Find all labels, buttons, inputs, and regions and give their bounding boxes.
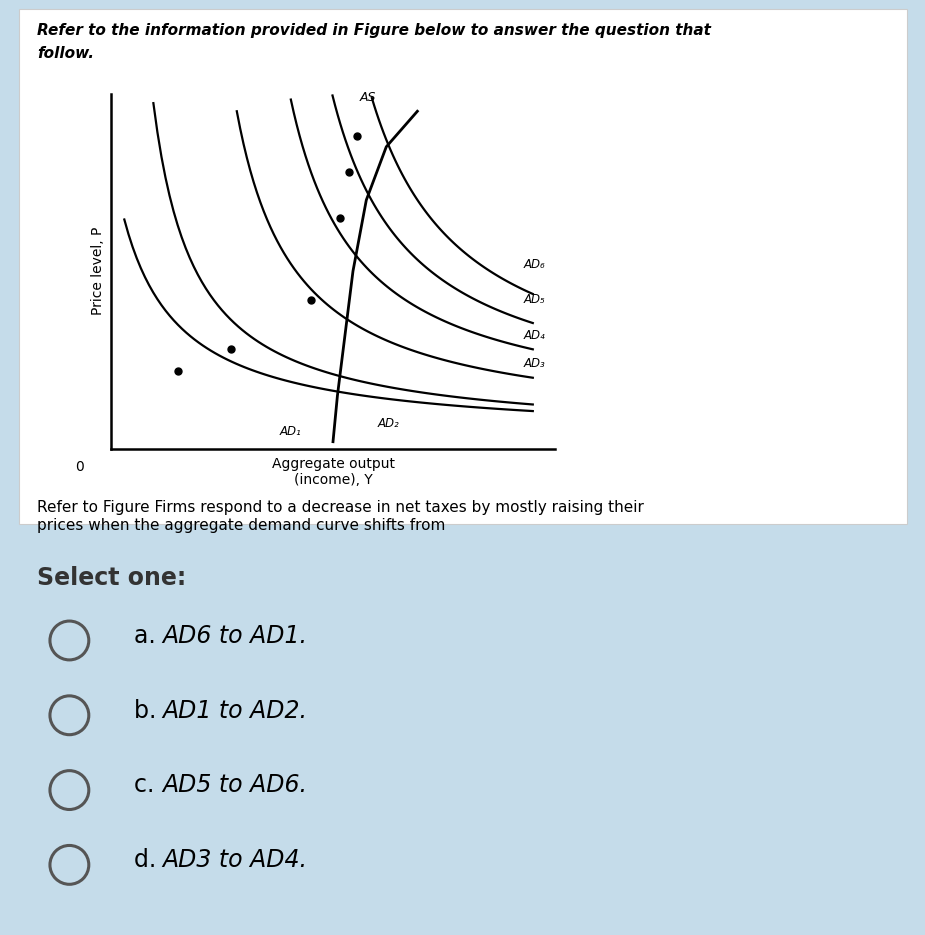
Text: 0: 0: [76, 460, 84, 473]
Text: AD₁: AD₁: [279, 424, 302, 438]
Text: b.: b.: [134, 698, 164, 723]
Text: AD₆: AD₆: [524, 257, 546, 270]
Text: AD₂: AD₂: [377, 417, 400, 430]
Text: AD₅: AD₅: [524, 293, 546, 306]
Text: AD5 to AD6.: AD5 to AD6.: [162, 773, 307, 798]
Text: AD3 to AD4.: AD3 to AD4.: [162, 848, 307, 872]
Text: a.: a.: [134, 624, 164, 648]
Text: AD1 to AD2.: AD1 to AD2.: [162, 698, 307, 723]
Text: AD₄: AD₄: [524, 328, 546, 341]
Text: Select one:: Select one:: [37, 566, 186, 590]
Y-axis label: Price level, P: Price level, P: [92, 227, 105, 315]
Text: AD₃: AD₃: [524, 357, 546, 370]
Text: follow.: follow.: [37, 46, 94, 61]
Text: Refer to the information provided in Figure below to answer the question that: Refer to the information provided in Fig…: [37, 23, 711, 38]
Text: AS: AS: [360, 91, 376, 104]
Text: AD6 to AD1.: AD6 to AD1.: [162, 624, 307, 648]
Text: Refer to Figure Firms respond to a decrease in net taxes by mostly raising their: Refer to Figure Firms respond to a decre…: [37, 500, 644, 533]
Text: c.: c.: [134, 773, 162, 798]
Text: d.: d.: [134, 848, 164, 872]
X-axis label: Aggregate output
(income), Y: Aggregate output (income), Y: [272, 457, 394, 487]
